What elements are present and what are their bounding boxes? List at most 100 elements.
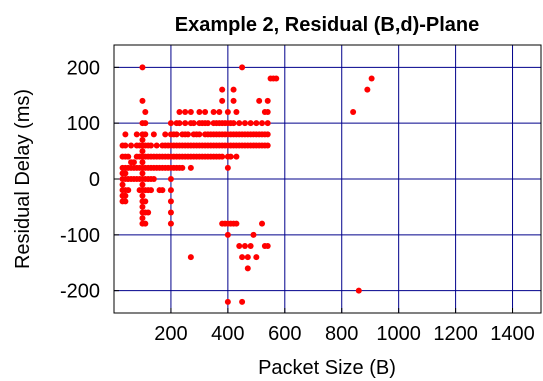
data-point (256, 97, 263, 104)
data-point (142, 109, 149, 115)
data-point (204, 120, 211, 127)
data-point (159, 187, 166, 194)
data-point (148, 187, 155, 194)
data-point (250, 231, 257, 238)
data-point (133, 131, 140, 138)
data-point (122, 170, 129, 177)
data-point (264, 97, 271, 104)
data-point (167, 209, 174, 216)
data-point (128, 142, 135, 149)
data-point (190, 120, 197, 127)
data-point (264, 243, 271, 249)
data-point (139, 181, 146, 188)
data-point (139, 203, 146, 210)
data-point (185, 131, 192, 138)
data-point (253, 254, 260, 261)
data-point (239, 64, 246, 71)
data-point (139, 192, 146, 199)
x-axis-label: Packet Size (B) (258, 357, 396, 379)
data-point (355, 287, 362, 294)
data-point (153, 142, 160, 149)
data-point (224, 298, 231, 305)
data-point (216, 109, 223, 115)
data-point (233, 220, 240, 227)
data-point (139, 136, 146, 143)
x-tick-label: 1200 (433, 323, 478, 345)
chart-title: Example 2, Residual (B,d)-Plane (175, 14, 480, 36)
data-point (264, 131, 271, 138)
data-point (179, 164, 186, 171)
data-point (196, 109, 203, 115)
data-point (167, 176, 174, 182)
data-point (233, 109, 240, 115)
data-point (187, 109, 194, 115)
data-point (244, 254, 251, 261)
x-tick-label: 1400 (490, 323, 535, 345)
data-point (253, 120, 260, 127)
y-tick-label: 0 (89, 169, 100, 191)
data-point (236, 243, 243, 249)
data-point (259, 120, 266, 127)
y-tick-label: -100 (60, 225, 100, 247)
data-point (150, 176, 157, 182)
y-tick-label: 100 (67, 113, 100, 135)
data-point (239, 254, 246, 261)
x-tick-label: 1000 (376, 323, 421, 345)
data-point (139, 64, 146, 71)
data-point (142, 131, 149, 138)
data-point (148, 142, 155, 149)
data-point (210, 109, 217, 115)
y-tick-label: 200 (67, 57, 100, 79)
data-point (247, 243, 254, 249)
data-point (230, 97, 237, 104)
data-point (219, 153, 226, 160)
data-point (119, 181, 126, 188)
data-point (273, 75, 280, 82)
data-point (167, 120, 174, 127)
data-point (219, 86, 226, 93)
data-point (122, 142, 129, 149)
data-point (142, 120, 149, 127)
data-point (239, 298, 246, 305)
y-tick-label: -200 (60, 281, 100, 303)
data-point (142, 220, 149, 227)
data-point (264, 142, 271, 149)
y-axis-label: Residual Delay (ms) (12, 89, 34, 269)
data-point (227, 153, 234, 160)
data-point (125, 187, 132, 194)
data-point (182, 120, 189, 127)
data-point (233, 153, 240, 160)
data-point (224, 164, 231, 171)
data-point (364, 86, 371, 93)
data-point (224, 231, 231, 238)
data-point (244, 265, 251, 272)
data-point (219, 97, 226, 104)
x-tick-label: 400 (211, 323, 244, 345)
data-point (139, 170, 146, 177)
x-axis-ticks: 200 400 600 800 1000 1200 1400 (154, 308, 535, 345)
data-point (139, 97, 146, 104)
data-point (145, 209, 152, 216)
data-point (142, 198, 149, 205)
data-point (230, 120, 237, 127)
data-point (241, 243, 248, 249)
data-point (167, 220, 174, 227)
x-tick-label: 600 (268, 323, 301, 345)
data-point (122, 131, 129, 138)
data-point (187, 164, 194, 171)
data-point (187, 254, 194, 261)
data-point (139, 159, 146, 166)
data-point (139, 148, 146, 155)
data-point (247, 120, 254, 127)
y-axis-ticks: -200 -100 0 100 200 (60, 57, 119, 303)
data-point (167, 198, 174, 205)
data-point (176, 120, 183, 127)
data-point (122, 192, 129, 199)
data-point (368, 75, 375, 82)
data-point (182, 109, 189, 115)
data-point (167, 187, 174, 194)
data-points (119, 64, 375, 305)
data-point (264, 109, 271, 115)
data-point (264, 120, 271, 127)
